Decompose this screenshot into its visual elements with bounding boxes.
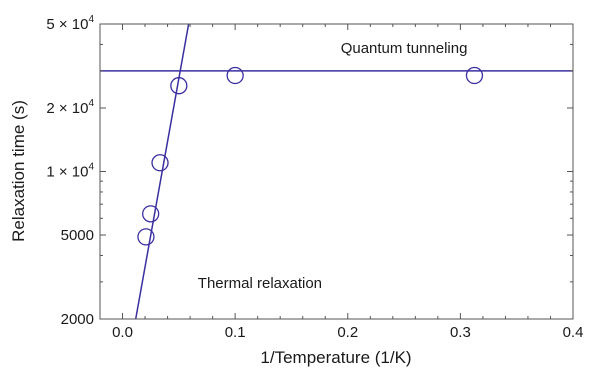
- fit-line-thermal: [134, 24, 190, 319]
- data-point-3: [151, 154, 169, 172]
- plot-frame: [99, 23, 574, 320]
- x-tick-label: 0.1: [225, 324, 246, 341]
- data-point-2: [142, 205, 160, 223]
- y-tick-label: 5 × 104: [46, 14, 94, 33]
- x-axis-title: 1/Temperature (1/K): [260, 348, 411, 367]
- y-tick-label: 5000: [61, 227, 94, 244]
- y-tick-label: 2000: [61, 311, 94, 328]
- y-tick-label: 2 × 104: [46, 98, 94, 117]
- x-tick-label: 0.2: [337, 324, 358, 341]
- y-axis-title: Relaxation time (s): [9, 100, 28, 242]
- annotation-quantum-tunneling: Quantum tunneling: [341, 40, 468, 57]
- data-point-4: [170, 77, 188, 95]
- data-point-5: [226, 66, 244, 85]
- data-point-1: [137, 228, 155, 246]
- axis-ticks: 0.0 0.1 0.2 0.3 0.4 2000 5000 1 × 104 2 × 104 5 ×…: [46, 14, 583, 341]
- annotations: Quantum tunneling Thermal relaxation: [198, 40, 468, 292]
- annotation-thermal-relaxation: Thermal relaxation: [198, 275, 322, 292]
- data-point-6: [465, 66, 484, 85]
- plot-area: [100, 24, 573, 319]
- x-tick-label: 0.3: [450, 324, 471, 341]
- x-tick-label: 0.4: [563, 324, 584, 341]
- x-tick-label: 0.0: [112, 324, 133, 341]
- y-tick-label: 1 × 104: [46, 162, 94, 181]
